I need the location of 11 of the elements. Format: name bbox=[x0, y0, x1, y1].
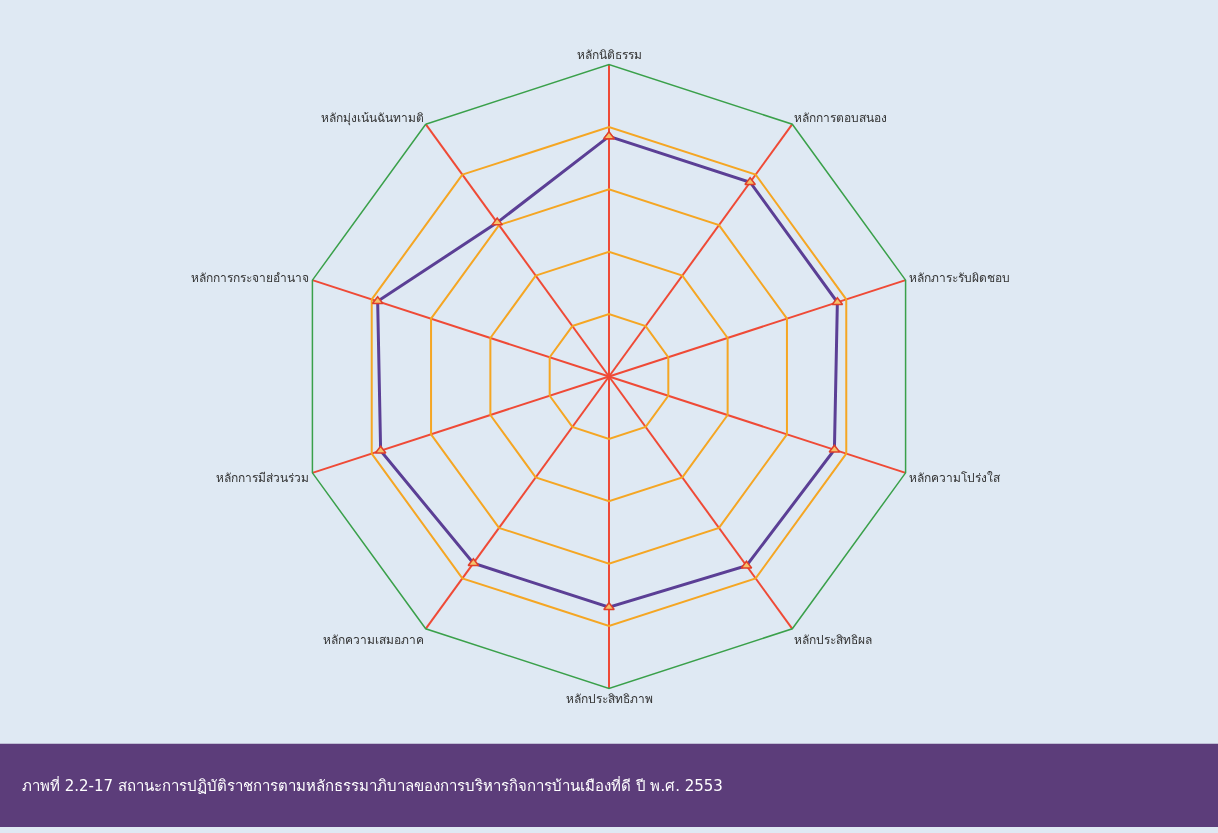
spoke-label: หลักประสิทธิผล bbox=[794, 632, 873, 647]
spoke-label: หลักการกระจายอำนาจ bbox=[191, 271, 310, 286]
spoke-label: หลักความโปร่งใส bbox=[908, 470, 1001, 485]
spoke-label: หลักมุ่งเน้นฉันทามติ bbox=[320, 111, 424, 127]
spoke-label: หลักความเสมอภาค bbox=[322, 632, 424, 647]
spoke-label: หลักการตอบสนอง bbox=[794, 111, 888, 126]
spoke-label: หลักนิติธรรม bbox=[576, 48, 642, 63]
text: ภาพที่ 2.2-17 สถานะการปฏิบัติราชการตามหลักธรรมาภิบาลของการบริหารกิจการบ้านเมืองที่ดี ปี พ.ศ. 2553 bbox=[22, 775, 723, 795]
spoke-label: หลักการมีส่วนร่วม bbox=[216, 470, 310, 485]
spoke-label: หลักภาระรับผิดชอบ bbox=[908, 271, 1010, 286]
spoke-label: หลักประสิทธิภาพ bbox=[565, 692, 653, 707]
